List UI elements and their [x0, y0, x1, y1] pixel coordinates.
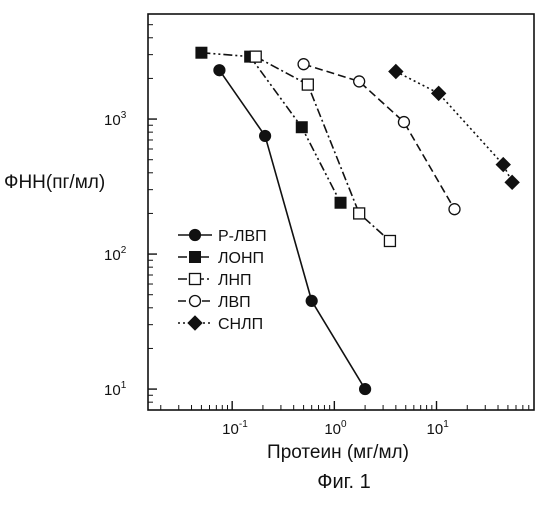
- x-axis-ticks: 10-1 100 101: [222, 401, 449, 438]
- legend-marker: [188, 316, 202, 330]
- series-4: [298, 59, 460, 215]
- legend-label: ЛНП: [218, 272, 252, 289]
- data-point: [389, 65, 403, 79]
- minor-ticks: [148, 25, 529, 410]
- legend-item: ЛНП: [178, 272, 252, 289]
- series-3: [250, 51, 395, 246]
- figure-caption: Фиг. 1: [317, 471, 370, 493]
- legend-item: ЛВП: [178, 294, 251, 311]
- legend-item: СНЛП: [178, 316, 263, 333]
- series-line: [256, 57, 390, 241]
- data-point: [306, 295, 317, 306]
- data-point: [296, 122, 307, 133]
- series-5: [389, 65, 519, 190]
- legend-marker: [190, 230, 201, 241]
- data-point: [360, 384, 371, 395]
- data-point: [354, 208, 365, 219]
- series-line: [396, 72, 512, 183]
- y-axis-label: ФНН(пг/мл): [4, 172, 105, 193]
- legend-label: ЛВП: [218, 294, 251, 311]
- legend: Р-ЛВП ЛОНП ЛНП ЛВП СНЛП: [178, 228, 267, 333]
- legend-marker: [190, 252, 201, 263]
- y-tick-label: 102: [104, 245, 127, 264]
- data-point: [214, 65, 225, 76]
- x-tick-label: 100: [324, 419, 347, 438]
- data-point: [496, 158, 510, 172]
- data-point: [250, 51, 261, 62]
- y-tick-label: 101: [104, 380, 127, 399]
- data-point: [384, 235, 395, 246]
- legend-marker: [190, 296, 201, 307]
- series-line: [304, 64, 455, 209]
- data-point: [505, 175, 519, 189]
- data-point: [354, 76, 365, 87]
- x-tick-label: 101: [427, 419, 450, 438]
- legend-label: ЛОНП: [218, 250, 264, 267]
- legend-item: ЛОНП: [178, 250, 264, 267]
- data-point: [196, 47, 207, 58]
- data-point: [449, 204, 460, 215]
- data-series: [196, 47, 519, 394]
- legend-item: Р-ЛВП: [178, 228, 267, 245]
- data-point: [335, 197, 346, 208]
- data-point: [298, 59, 309, 70]
- x-tick-label: 10-1: [222, 419, 248, 438]
- legend-label: СНЛП: [218, 316, 263, 333]
- legend-label: Р-ЛВП: [218, 228, 267, 245]
- y-tick-label: 103: [104, 110, 127, 129]
- y-axis-ticks: 101 102 103: [104, 110, 157, 399]
- data-point: [432, 86, 446, 100]
- data-point: [302, 79, 313, 90]
- x-axis-label: Протеин (мг/мл): [267, 442, 409, 463]
- data-point: [260, 130, 271, 141]
- legend-marker: [190, 274, 201, 285]
- data-point: [398, 117, 409, 128]
